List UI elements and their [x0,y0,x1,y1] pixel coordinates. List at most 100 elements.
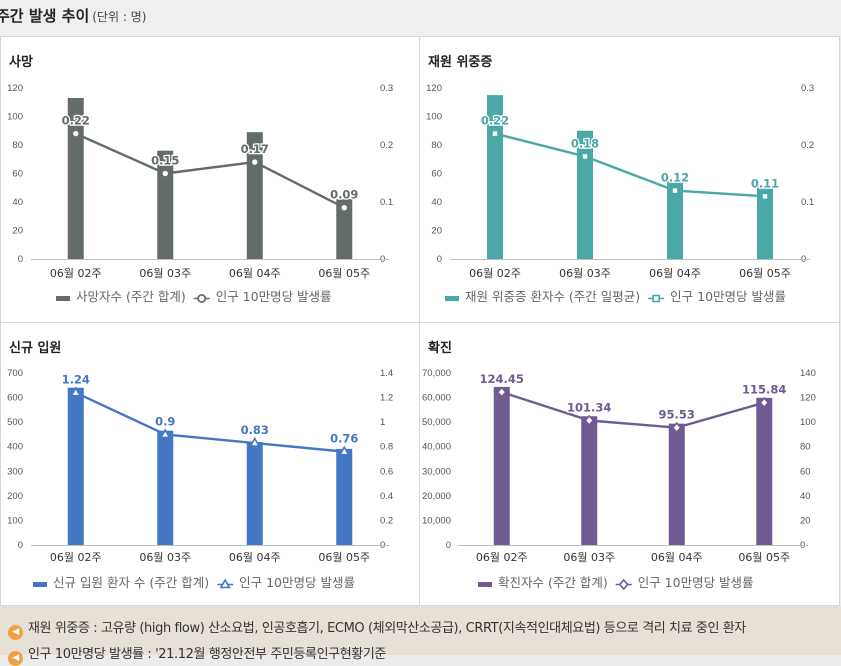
section-header: 주간 발생 추이 (단위 : 명) [0,0,841,36]
bar [581,416,598,545]
left-tick-label: 500 [7,417,23,428]
data-label: 95.53 [659,408,695,422]
legend-line-label: 인구 10만명당 발생률 [216,289,332,304]
right-tick-label: 1 [380,417,385,428]
left-tick-label: 0 [446,540,451,551]
left-tick-label: 10,000 [422,515,451,526]
category-label: 06월 05주 [738,551,790,564]
rate-point [491,129,499,138]
category-label: 06월 04주 [649,267,701,280]
confirmed-chart: 0 10,000 20,000 30,000 40,000 50,000 60,000 70,… [422,368,816,591]
left-tick-label: 200 [7,491,23,502]
panel-divider-vertical [419,37,420,605]
bar [67,97,84,259]
rate-point [671,186,679,195]
right-tick-label: 0.1 [801,197,814,208]
bar [668,423,685,545]
left-tick-label: 20 [431,226,442,237]
rate-point [671,421,682,434]
legend-marker [618,578,629,591]
bar [577,130,593,259]
speaker-icon: ◀ [8,625,23,640]
right-tick-label: 140 [800,368,816,379]
category-label: 06월 05주 [318,551,370,564]
category-label: 06월 05주 [318,267,370,280]
rate-point [70,386,82,397]
left-tick-label: 400 [7,442,23,453]
left-tick-label: 20,000 [422,491,451,502]
speaker-icon: ◀ [8,651,23,666]
panel-title: 사망 [9,55,33,70]
rate-point [759,396,770,409]
legend-bar-swatch [445,296,459,301]
legend-bar-label: 확진자수 (주간 합계) [498,575,608,590]
right-tick-label: 0.2 [380,140,393,151]
rate-point [159,428,171,439]
bar [487,95,503,259]
right-tick-label: 1.4 [380,368,393,379]
section-title-text: 주간 발생 추이 [0,7,90,25]
rate-point [581,152,589,161]
right-tick-label: 0.6 [380,466,393,477]
legend-bar-swatch [33,582,47,587]
category-label: 06월 03주 [559,267,611,280]
left-tick-label: 50,000 [422,417,451,428]
legend-marker [219,578,231,589]
right-tick-label: 1.2 [380,393,393,404]
legend-bar-label: 사망자수 (주간 합계) [76,289,186,304]
left-tick-label: 100 [7,515,23,526]
panel-confirmed: 확진 0 10,000 20,000 30,000 40,000 50,000 60,000… [420,323,839,605]
left-tick-label: 20 [12,226,23,237]
legend-line-label: 인구 10만명당 발생률 [638,575,754,590]
left-tick-label: 60 [12,169,23,180]
rate-point [338,445,350,456]
rate-point [160,168,170,178]
legend-line-label: 인구 10만명당 발생률 [670,289,786,304]
left-tick-label: 40 [12,197,23,208]
right-tick-label: 0.1 [380,197,393,208]
left-tick-label: 30,000 [422,466,451,477]
rate-line [501,390,765,429]
right-tick-label: 0.8 [380,442,393,453]
rate-point [71,129,81,139]
right-tick-label: 60 [800,466,811,477]
rate-point [496,386,507,398]
panel-admissions: 신규 입원 0 100 200 300 400 500 600 700 0 0.2 0.4 0.6 0.… [1,323,419,605]
rate-line [494,132,766,198]
right-tick-label: 20 [800,515,811,526]
left-tick-label: 60 [431,169,442,180]
data-label: 101.34 [567,400,611,414]
bar [756,397,773,545]
panel-title: 재원 위중증 [428,55,493,70]
data-label: 0.22 [481,114,509,128]
bar [667,180,683,259]
legend-bar-label: 신규 입원 환자 수 (주간 합계) [53,575,209,590]
data-label: 0.12 [661,171,689,185]
right-tick-label: 40 [800,491,811,502]
data-label: 0.9 [155,414,175,428]
data-label: 0.11 [751,176,779,190]
left-tick-label: 0 [18,540,23,551]
panel-deaths: 사망 0 20 40 60 80 100 120 0 0.1 0.2 0.3 06월 02주 06월 0… [1,37,419,322]
left-tick-label: 0 [18,254,23,265]
data-label: 0.09 [330,188,358,202]
data-label: 0.76 [330,432,358,446]
bar [757,186,773,259]
right-tick-label: 0.3 [380,83,393,94]
panel-title: 신규 입원 [9,341,62,356]
category-label: 06월 04주 [229,551,281,564]
bar [157,150,174,259]
chart-grid: 사망 0 20 40 60 80 100 120 0 0.1 0.2 0.3 06월 02주 06월 0… [0,36,840,606]
data-label: 0.22 [62,114,90,128]
section-title: 주간 발생 추이 (단위 : 명) [0,5,146,26]
rate-point [761,192,769,201]
data-label: 0.18 [571,136,599,150]
right-tick-label: 120 [800,393,816,404]
data-label: 0.17 [241,142,269,156]
category-label: 06월 04주 [229,267,281,280]
data-label: 124.45 [480,372,524,386]
data-label: 1.24 [62,373,90,387]
left-tick-label: 300 [7,466,23,477]
rate-point [584,414,595,427]
